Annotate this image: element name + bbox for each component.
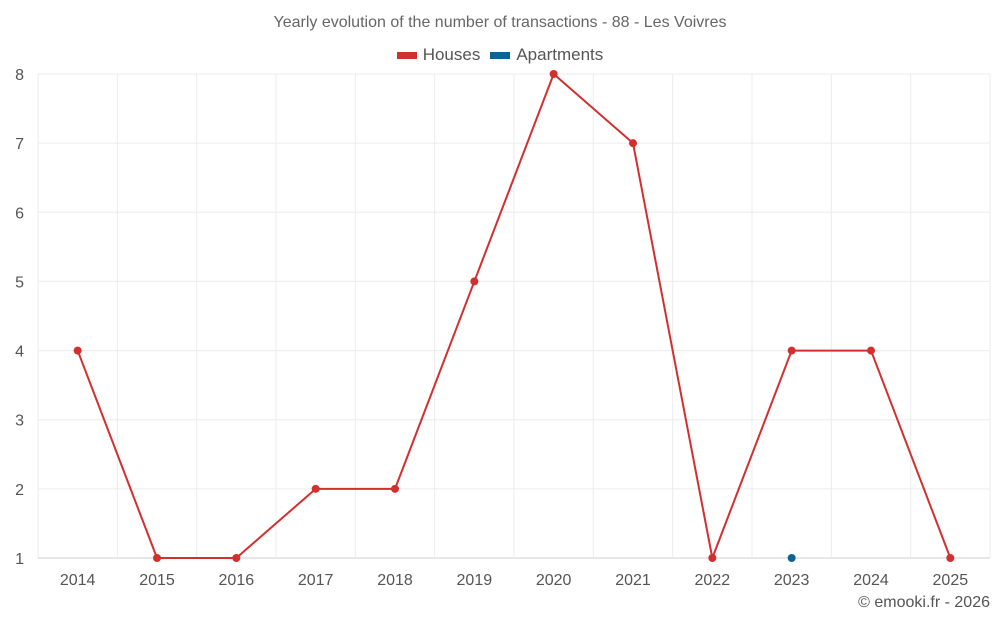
x-tick-label-2023: 2023 [774,572,810,589]
x-tick-label-2017: 2017 [298,572,334,589]
y-tick-label-1: 1 [15,551,24,568]
x-tick-label-2019: 2019 [457,572,493,589]
y-tick-label-2: 2 [15,482,24,499]
data-point-houses-2016 [232,554,241,562]
y-tick-label-5: 5 [15,274,24,291]
data-point-houses-2015 [153,554,161,562]
x-tick-label-2025: 2025 [933,572,969,589]
y-tick-label-8: 8 [15,67,24,84]
y-tick-label-7: 7 [15,136,24,153]
x-tick-label-2022: 2022 [695,572,731,589]
x-tick-label-2024: 2024 [853,572,889,589]
y-tick-label-4: 4 [15,344,24,361]
chart-title: Yearly evolution of the number of transa… [273,14,727,31]
data-point-houses-2021 [629,139,637,148]
data-point-houses-2025 [946,554,955,562]
data-point-houses-2022 [708,554,717,562]
data-point-houses-2018 [391,484,399,493]
x-tick-label-2020: 2020 [536,572,572,589]
chart-legend: Houses Apartments [0,45,1000,65]
y-tick-label-6: 6 [15,205,24,222]
series-line-houses [76,73,952,559]
data-point-houses-2023 [787,346,796,355]
legend-swatch-apartments [490,51,511,59]
x-tick-label-2014: 2014 [60,572,96,589]
credit-text: © emooki.fr - 2026 [858,594,990,611]
legend-label-houses: Houses [422,45,481,64]
y-tick-label-3: 3 [15,413,24,430]
data-point-houses-2014 [73,346,82,355]
x-tick-label-2018: 2018 [377,572,413,589]
legend-swatch-houses [396,51,417,59]
data-point-houses-2017 [311,484,320,493]
x-tick-label-2016: 2016 [219,572,255,589]
x-tick-label-2021: 2021 [615,572,651,589]
legend-item-houses[interactable]: Houses [396,45,481,65]
x-tick-label-2015: 2015 [139,572,175,589]
data-point-houses-2019 [470,277,479,286]
legend-label-apartments: Apartments [516,45,604,64]
legend-item-apartments[interactable]: Apartments [490,45,603,65]
data-point-houses-2024 [867,346,875,355]
data-point-apartments-2023 [787,554,796,562]
data-point-houses-2020 [549,70,558,78]
